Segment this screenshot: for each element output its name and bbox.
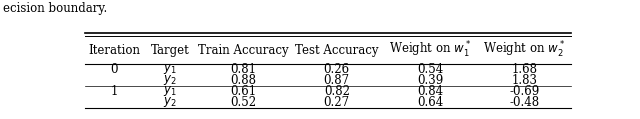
Text: Iteration: Iteration <box>88 44 140 57</box>
Text: -0.69: -0.69 <box>509 85 540 98</box>
Text: $y_1$: $y_1$ <box>163 62 177 76</box>
Text: $y_2$: $y_2$ <box>163 95 177 109</box>
Text: 0.26: 0.26 <box>324 63 350 76</box>
Text: Test Accuracy: Test Accuracy <box>295 44 378 57</box>
Text: 1.83: 1.83 <box>511 74 537 87</box>
Text: 1.68: 1.68 <box>511 63 537 76</box>
Text: 0.82: 0.82 <box>324 85 350 98</box>
Text: 0.87: 0.87 <box>324 74 350 87</box>
Text: Weight on $w_2^*$: Weight on $w_2^*$ <box>483 40 565 60</box>
Text: 0.61: 0.61 <box>230 85 256 98</box>
Text: ecision boundary.: ecision boundary. <box>3 2 108 15</box>
Text: 0.39: 0.39 <box>417 74 444 87</box>
Text: 0.64: 0.64 <box>417 96 444 109</box>
Text: 0.81: 0.81 <box>230 63 256 76</box>
Text: $y_1$: $y_1$ <box>163 84 177 98</box>
Text: 0.52: 0.52 <box>230 96 256 109</box>
Text: Train Accuracy: Train Accuracy <box>198 44 289 57</box>
Text: -0.48: -0.48 <box>509 96 540 109</box>
Text: 0.84: 0.84 <box>417 85 444 98</box>
Text: 0.88: 0.88 <box>230 74 256 87</box>
Text: 0: 0 <box>111 63 118 76</box>
Text: 0.54: 0.54 <box>417 63 444 76</box>
Text: Weight on $w_1^*$: Weight on $w_1^*$ <box>389 40 472 60</box>
Text: 0.27: 0.27 <box>324 96 350 109</box>
Text: Target: Target <box>150 44 189 57</box>
Text: $y_2$: $y_2$ <box>163 73 177 87</box>
Text: 1: 1 <box>111 85 118 98</box>
